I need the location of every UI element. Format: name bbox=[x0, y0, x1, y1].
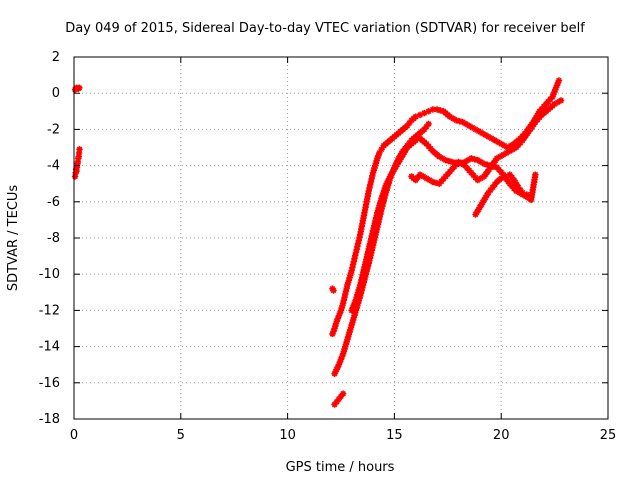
x-tick-label: 15 bbox=[386, 428, 403, 443]
data-point-series-1 bbox=[421, 109, 428, 117]
x-tick-label: 10 bbox=[279, 428, 296, 443]
y-tick-label: -4 bbox=[47, 159, 60, 174]
x-tick-label: 0 bbox=[70, 428, 78, 443]
data-point-series-7 bbox=[330, 287, 337, 294]
y-tick-label: -14 bbox=[39, 340, 60, 355]
x-axis-label: GPS time / hours bbox=[286, 460, 395, 475]
data-point-series-5 bbox=[519, 189, 526, 196]
x-tick-label: 5 bbox=[177, 428, 185, 443]
data-point-series-1 bbox=[555, 77, 563, 84]
y-tick-label: 0 bbox=[52, 86, 60, 101]
y-tick-label: -16 bbox=[39, 376, 60, 391]
grid bbox=[74, 57, 608, 419]
chart-title: Day 049 of 2015, Sidereal Day-to-day VTE… bbox=[65, 21, 585, 36]
data-point-series-5 bbox=[532, 171, 539, 178]
data-point-series-0 bbox=[76, 84, 83, 91]
y-tick-label: -6 bbox=[47, 195, 60, 210]
data-points bbox=[71, 77, 565, 408]
y-tick-label: -12 bbox=[39, 303, 60, 318]
y-tick-label: -2 bbox=[47, 122, 60, 137]
data-point-series-2 bbox=[425, 120, 432, 128]
y-tick-label: -18 bbox=[39, 412, 60, 427]
data-point-series-4 bbox=[557, 97, 565, 104]
y-axis-label: SDTVAR / TECUs bbox=[6, 185, 21, 292]
data-point-series-4 bbox=[500, 151, 507, 158]
x-tick-label: 25 bbox=[600, 428, 617, 443]
data-point-series-0-early bbox=[76, 146, 83, 153]
y-tick-label: -8 bbox=[47, 231, 60, 246]
data-point-series-1 bbox=[551, 88, 558, 96]
y-tick-label: 2 bbox=[52, 50, 60, 65]
y-tick-label: -10 bbox=[39, 267, 60, 282]
data-point-series-6 bbox=[339, 390, 347, 397]
x-tick-label: 20 bbox=[493, 428, 510, 443]
